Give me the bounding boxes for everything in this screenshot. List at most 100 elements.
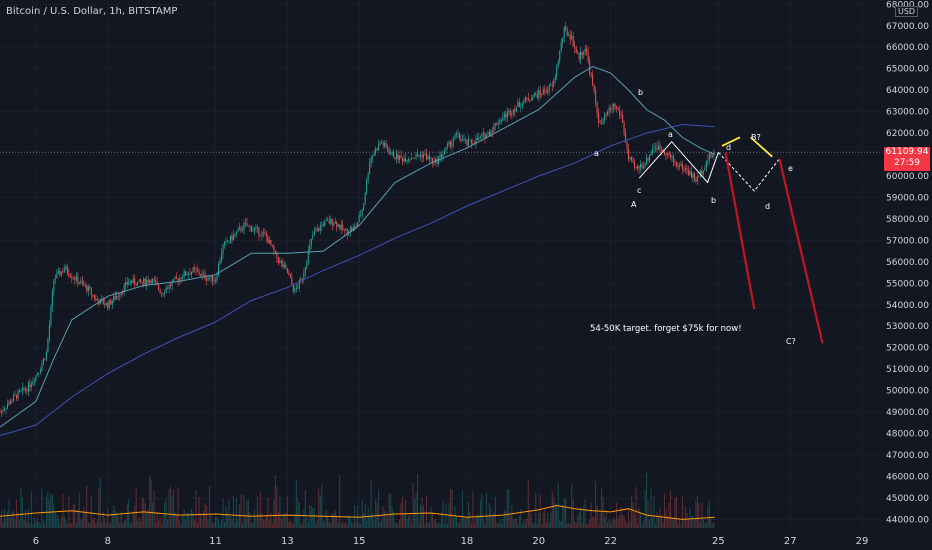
volume-bar <box>80 519 82 528</box>
candle-body <box>81 281 83 283</box>
y-tick-label: 48000.00 <box>886 430 929 440</box>
volume-bar <box>137 521 139 528</box>
candle-body <box>684 167 686 170</box>
candle-body <box>421 154 423 158</box>
candle-body <box>267 237 269 244</box>
volume-bar <box>686 513 688 528</box>
candle-body <box>420 154 422 157</box>
candle-body <box>650 153 652 156</box>
candle-body <box>631 157 633 160</box>
candle-body <box>72 278 74 280</box>
candle-body <box>354 226 356 228</box>
volume-bar <box>300 523 302 528</box>
candle-body <box>662 149 664 152</box>
candle-body <box>556 65 558 77</box>
volume-bar <box>143 498 145 528</box>
volume-bar <box>544 510 546 528</box>
candle-body <box>310 238 312 245</box>
candle-body <box>415 153 417 158</box>
x-tick-label: 15 <box>353 536 366 547</box>
candle-body <box>179 277 181 282</box>
candle-body <box>113 295 115 301</box>
candle-body <box>560 42 562 51</box>
volume-bar <box>174 511 176 528</box>
volume-bar <box>375 499 377 528</box>
candle-body <box>442 154 444 158</box>
x-axis: 6 8 11 13 15 18 20 22 25 27 29 <box>33 536 869 547</box>
candle-body <box>210 274 212 278</box>
candle-body <box>602 119 604 124</box>
candle-body <box>59 270 61 276</box>
volume-bar <box>210 514 212 528</box>
candle-body <box>622 115 624 123</box>
volume-bar <box>433 519 435 528</box>
candle-body <box>563 26 565 38</box>
y-tick-label: 62000.00 <box>886 129 929 139</box>
volume-bar <box>683 520 685 528</box>
volume-bar <box>608 519 610 528</box>
volume-bar <box>604 517 606 528</box>
candle-body <box>693 173 695 179</box>
candle-body <box>369 162 371 175</box>
candle-body <box>485 134 487 139</box>
volume-bar <box>596 505 598 528</box>
candle-body <box>93 295 95 299</box>
candle-body <box>129 280 131 283</box>
volume-bar <box>379 522 381 528</box>
candle-body <box>660 149 663 151</box>
volume-bar <box>261 513 263 528</box>
volume-bar <box>110 522 112 528</box>
volume-bar <box>469 511 471 528</box>
volume-bar <box>247 499 249 528</box>
candle-body <box>214 280 217 282</box>
moving-average-long-line <box>0 123 715 437</box>
projection-yellow-lines <box>721 136 773 158</box>
candle-body <box>159 289 161 293</box>
volume-bar <box>252 521 254 528</box>
volume-bar <box>677 523 679 528</box>
volume-bar <box>622 515 624 528</box>
candle-body <box>303 272 305 280</box>
volume-bar <box>708 500 710 528</box>
candle-body <box>557 61 559 66</box>
candle-body <box>475 138 477 144</box>
candle-body <box>481 134 483 137</box>
volume-bar <box>53 504 55 528</box>
candle-body <box>400 155 402 158</box>
volume-bar <box>270 513 272 528</box>
volume-bar <box>162 514 164 528</box>
y-tick-label: 66000.00 <box>886 43 929 53</box>
candle-body <box>626 142 628 149</box>
volume-bar <box>417 474 419 528</box>
volume-bar <box>454 506 456 528</box>
candle-body <box>158 284 160 290</box>
candle-body <box>143 278 145 283</box>
volume-bar <box>589 519 591 528</box>
candle-body <box>610 108 612 110</box>
volume-bar <box>494 496 496 528</box>
volume-bar <box>548 523 550 528</box>
candle-body <box>231 235 233 241</box>
candle-body <box>126 281 128 285</box>
candle-body <box>262 232 264 234</box>
volume-bar <box>313 508 315 528</box>
candle-body <box>535 93 537 95</box>
candle-body <box>505 113 507 118</box>
candlesticks <box>0 21 715 418</box>
volume-bar <box>599 513 601 528</box>
candle-body <box>176 277 178 279</box>
candle-body <box>191 272 193 275</box>
volume-bar <box>530 514 532 528</box>
volume-bar <box>455 515 457 528</box>
candle-body <box>228 241 230 243</box>
volume-bar <box>541 523 543 528</box>
candle-body <box>209 277 211 279</box>
candle-body <box>439 154 441 158</box>
volume-bar <box>171 495 173 528</box>
candle-body <box>117 296 119 297</box>
volume-bar <box>48 499 50 528</box>
currency-label[interactable]: USD <box>895 6 919 17</box>
volume-bar <box>382 505 384 528</box>
